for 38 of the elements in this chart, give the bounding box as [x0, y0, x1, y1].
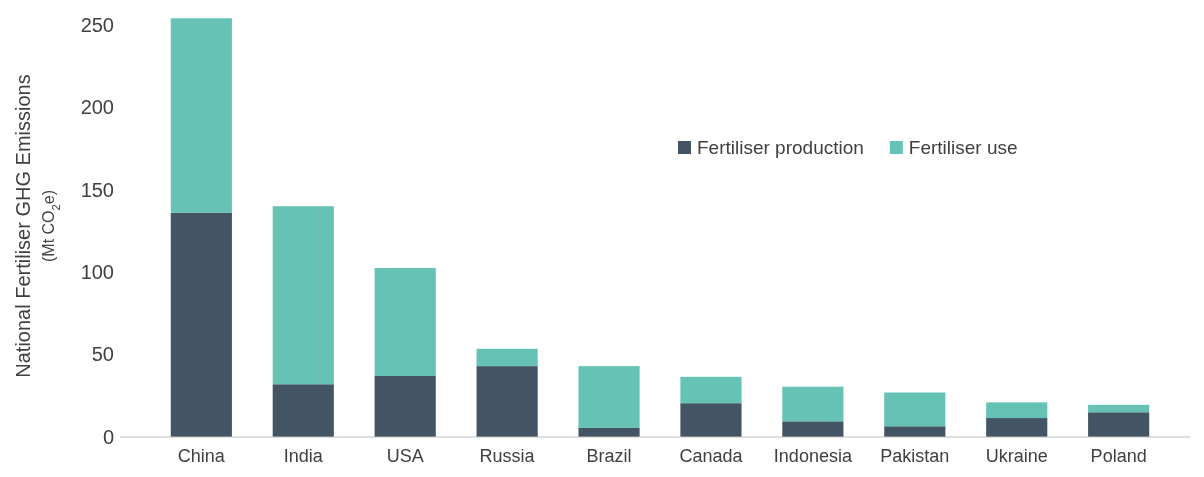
bar: [680, 376, 742, 404]
x-tick-label: Ukraine: [985, 445, 1048, 466]
bar: [1088, 404, 1150, 413]
x-tick-label: India: [283, 445, 324, 466]
bar: [170, 18, 232, 213]
x-tick-label: Poland: [1090, 445, 1147, 466]
x-tick-label: Canada: [679, 445, 744, 466]
x-tick-label: Russia: [479, 445, 536, 466]
bar: [578, 427, 640, 437]
x-tick-label: China: [177, 445, 226, 466]
x-tick-label: USA: [386, 445, 424, 466]
bar: [272, 206, 334, 385]
x-tick-label: Indonesia: [773, 445, 853, 466]
bar: [884, 392, 946, 427]
bar: [170, 212, 232, 437]
bar: [374, 376, 436, 437]
bar: [986, 402, 1048, 419]
x-tick-label: Pakistan: [880, 445, 950, 466]
bar: [1088, 412, 1150, 437]
bar: [374, 268, 436, 377]
bar: [476, 348, 538, 367]
bar: [272, 384, 334, 437]
legend-label: Fertiliser use: [908, 137, 1018, 158]
legend-label: Fertiliser production: [697, 137, 864, 158]
bar: [578, 366, 640, 428]
bar: [680, 403, 742, 437]
bar: [782, 386, 844, 422]
x-tick-label: Brazil: [586, 445, 632, 466]
bar: [782, 421, 844, 437]
y-tick-label: 100: [80, 261, 114, 284]
bar: [884, 426, 946, 437]
y-tick-label: 50: [91, 343, 114, 366]
bar: [986, 418, 1048, 437]
y-tick-label: 250: [80, 13, 114, 36]
y-tick-label: 0: [102, 425, 114, 448]
y-tick-label: 200: [80, 96, 114, 119]
y-tick-label: 150: [80, 178, 114, 201]
bar: [476, 366, 538, 437]
